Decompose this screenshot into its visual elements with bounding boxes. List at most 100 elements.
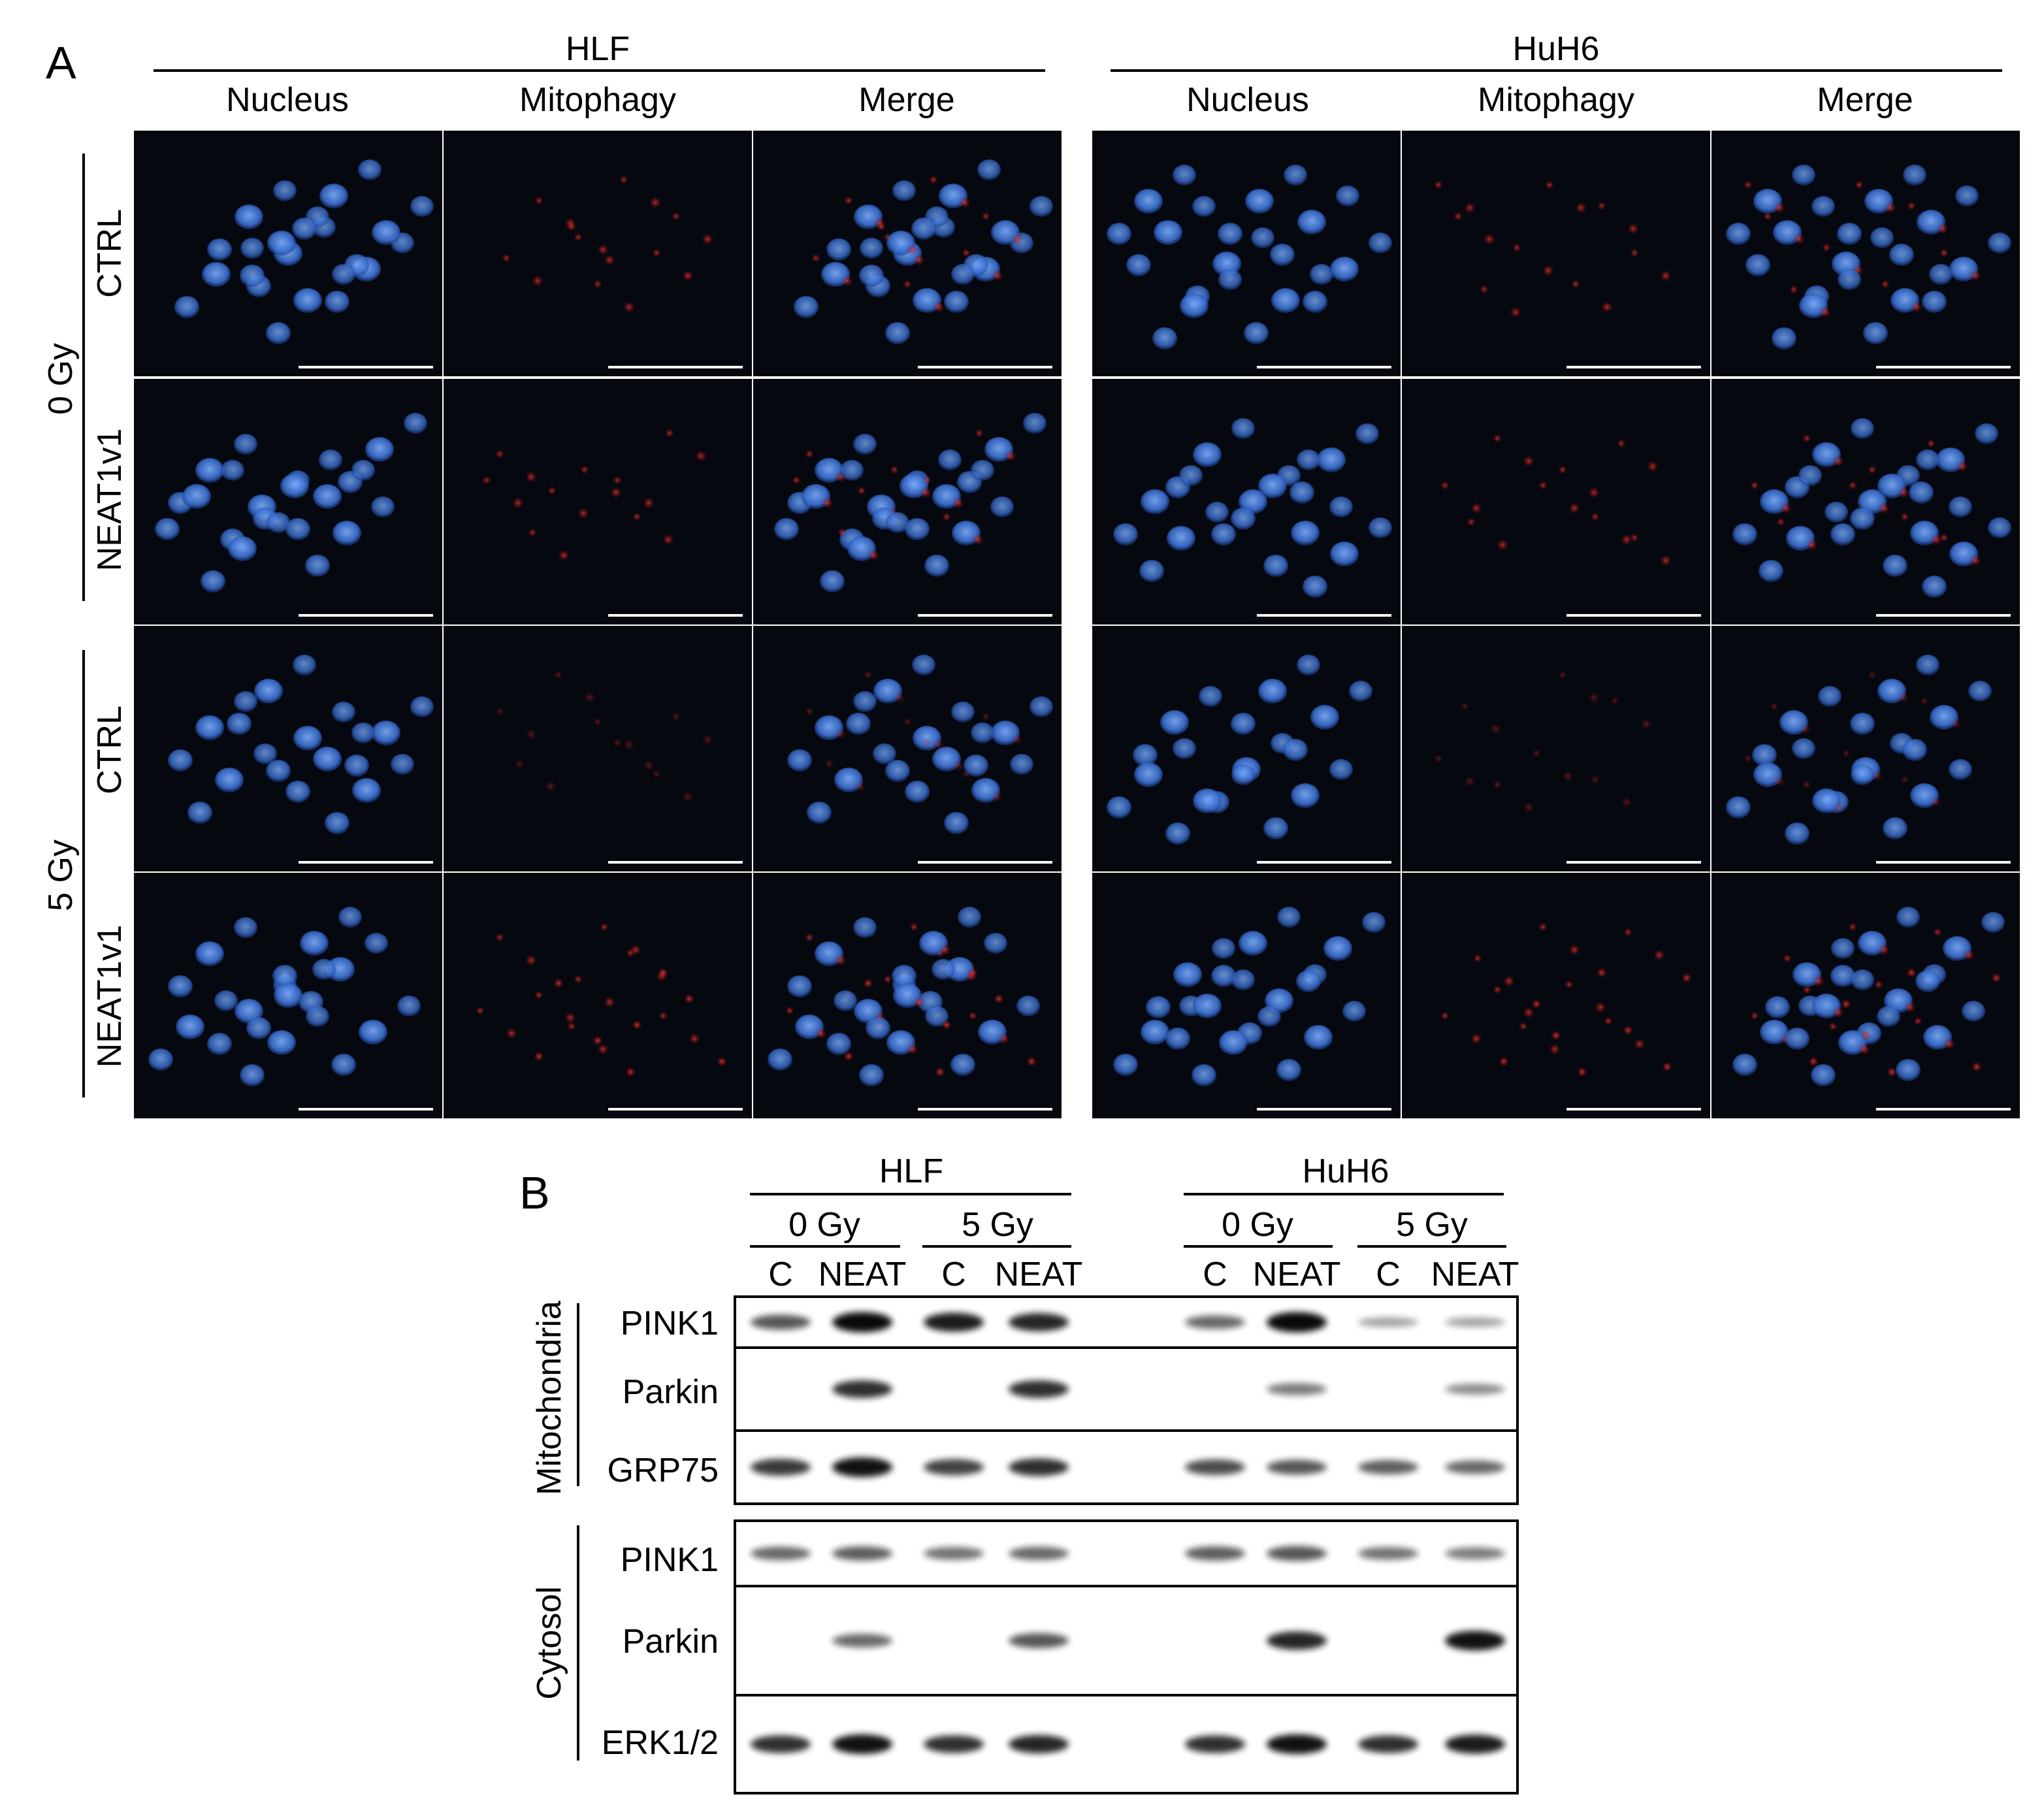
mitophagy-mark (1026, 1056, 1037, 1067)
blot-band (1267, 1734, 1327, 1754)
blot-band (1185, 1459, 1245, 1475)
mitophagy-mark (658, 967, 668, 978)
mitophagy-mark (1970, 555, 1981, 566)
nucleus-mark (846, 713, 871, 735)
nucleus-mark (1922, 291, 1947, 313)
nucleus-mark (148, 1048, 173, 1071)
mitophagy-mark (868, 549, 879, 561)
mitophagy-mark (1493, 780, 1502, 789)
blot-band (751, 1459, 811, 1476)
nucleus-mark (1271, 288, 1300, 313)
nucleus-mark (1811, 196, 1835, 217)
nucleus-mark (1146, 996, 1171, 1018)
mitophagy-mark (1793, 233, 1805, 245)
mitophagy-mark (506, 1028, 517, 1039)
nucleus-mark (176, 1015, 204, 1039)
nucleus-mark (912, 655, 935, 675)
micrograph-huh6-r2-nucleus (1092, 379, 1401, 625)
nucleus-mark (1218, 223, 1242, 245)
mitophagy-mark (1858, 1043, 1870, 1055)
mitophagy-mark (1662, 1062, 1672, 1072)
mitophagy-mark (1464, 775, 1476, 787)
mitophagy-mark (665, 429, 674, 438)
nucleus-mark (234, 434, 257, 455)
blot-mitochondria-grp75 (734, 1429, 1519, 1505)
nucleus-mark (1023, 413, 1046, 434)
blot-band (1185, 1546, 1245, 1561)
fraction-cytosol-label: Cytosol (530, 1586, 568, 1699)
nucleus-mark (1981, 912, 2005, 933)
hlf-col-mitophagy: Mitophagy (519, 81, 676, 119)
nucleus-mark (1362, 912, 1386, 933)
mitophagy-mark (702, 233, 713, 245)
micrograph-hlf-r4-nucleus (134, 873, 442, 1118)
mitophagy-mark (613, 738, 622, 747)
blot-band (1009, 1633, 1069, 1648)
nucleus-mark (1732, 523, 1757, 545)
mitophagy-mark (1913, 1016, 1922, 1026)
blot-band (1445, 1460, 1505, 1474)
mitophagy-mark (528, 528, 537, 537)
blot-band (832, 1312, 892, 1333)
nucleus-mark (1329, 496, 1353, 517)
blot-band (751, 1546, 811, 1561)
mitophagy-mark (625, 1067, 636, 1077)
nucleus-mark (365, 933, 388, 954)
nucleus-mark (207, 1033, 232, 1055)
nucleus-mark (892, 180, 916, 201)
nucleus-mark (958, 907, 981, 928)
blot-band (1185, 1315, 1245, 1329)
nucleus-mark (1304, 1025, 1333, 1050)
mitophagy-mark (907, 1043, 918, 1055)
nucleus-mark (1915, 970, 1940, 992)
western-blot-area (734, 1295, 1519, 1794)
mitophagy-mark (952, 497, 964, 509)
nucleus-mark (313, 747, 342, 771)
mitophagy-mark (811, 253, 820, 263)
nucleus-mark (1107, 796, 1131, 819)
nucleus-mark (1837, 223, 1862, 245)
nucleus-mark (372, 220, 400, 245)
mitophagy-mark (1621, 534, 1632, 545)
mitophagy-mark (1591, 775, 1600, 784)
nucleus-mark (1883, 817, 1907, 839)
protein-mito-grp75: GRP75 (607, 1452, 719, 1489)
nucleus-mark (892, 965, 917, 987)
nucleus-mark (1231, 969, 1255, 990)
blot-band (1358, 1317, 1418, 1327)
nucleus-mark (1785, 822, 1809, 845)
protein-mito-pink1: PINK1 (621, 1305, 719, 1342)
blot-band (924, 1735, 984, 1753)
nucleus-mark (1310, 264, 1333, 285)
nucleus-mark (174, 296, 199, 318)
blot-band (1009, 1735, 1069, 1753)
lane-huh6-0gy-c: C (1203, 1256, 1227, 1293)
nucleus-mark (1818, 686, 1841, 707)
blot-band (1358, 1547, 1418, 1560)
mitophagy-mark (1802, 985, 1811, 994)
micrograph-huh6-r3-merge (1711, 626, 2020, 871)
mitophagy-mark (495, 707, 504, 716)
mitophagy-mark (684, 994, 694, 1004)
mitophagy-mark (534, 196, 543, 205)
nucleus-mark (201, 570, 225, 592)
mitophagy-mark (1943, 1038, 1955, 1050)
mitophagy-mark (968, 1011, 977, 1020)
mitophagy-mark (643, 760, 655, 771)
micrograph-background (1402, 131, 1710, 376)
mitophagy-mark (619, 175, 628, 184)
nucleus-mark (1752, 744, 1777, 766)
nucleus-mark (372, 721, 400, 745)
hlf-col-nucleus: Nucleus (226, 81, 349, 119)
nucleus-mark (1838, 269, 1861, 290)
mitophagy-mark (1802, 434, 1811, 443)
nucleus-mark (195, 458, 224, 483)
nucleus-mark (168, 975, 193, 998)
blot-band (832, 1457, 892, 1477)
mitophagy-mark (981, 212, 990, 221)
blot-band (1267, 1631, 1327, 1650)
nucleus-mark (1310, 705, 1339, 730)
mitophagy-mark (1963, 949, 1975, 961)
nucleus-mark (1257, 1006, 1281, 1027)
mitophagy-mark (922, 738, 932, 747)
